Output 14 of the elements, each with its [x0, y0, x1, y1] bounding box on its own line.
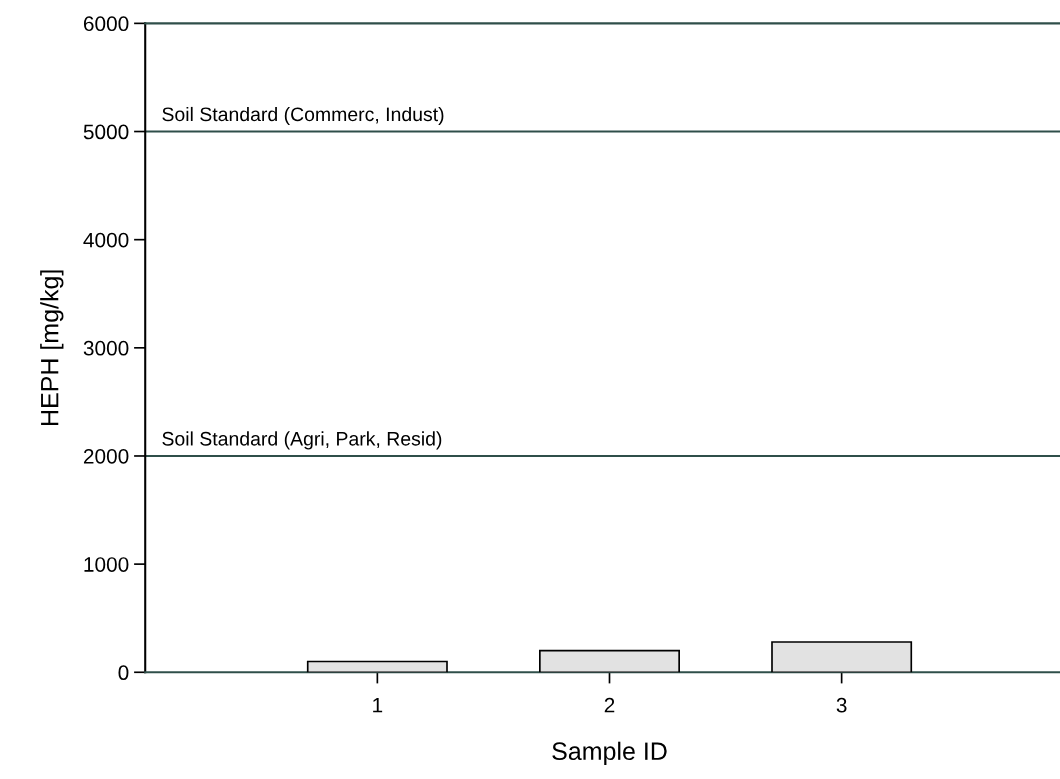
x-tick-label: 1 — [373, 698, 383, 713]
y-tick-label: 5000 — [83, 124, 129, 140]
y-axis-title: HEPH [mg/kg] — [40, 270, 64, 425]
ref-line-label: Soil Standard (Commerc, Indust) — [162, 106, 444, 126]
y-tick-label: 2000 — [83, 448, 129, 464]
x-tick-label: 3 — [836, 697, 847, 713]
x-axis-title: Sample ID — [552, 741, 667, 765]
ref-line-label: Soil Standard (Agri, Park, Resid) — [162, 431, 442, 450]
x-tick-label: 2 — [604, 697, 615, 713]
y-tick-label: 1000 — [84, 557, 129, 572]
y-tick-label: 3000 — [83, 340, 129, 356]
y-tick-label: 6000 — [83, 16, 129, 32]
y-tick-label: 4000 — [83, 232, 129, 248]
y-tick-label: 0 — [118, 665, 129, 681]
